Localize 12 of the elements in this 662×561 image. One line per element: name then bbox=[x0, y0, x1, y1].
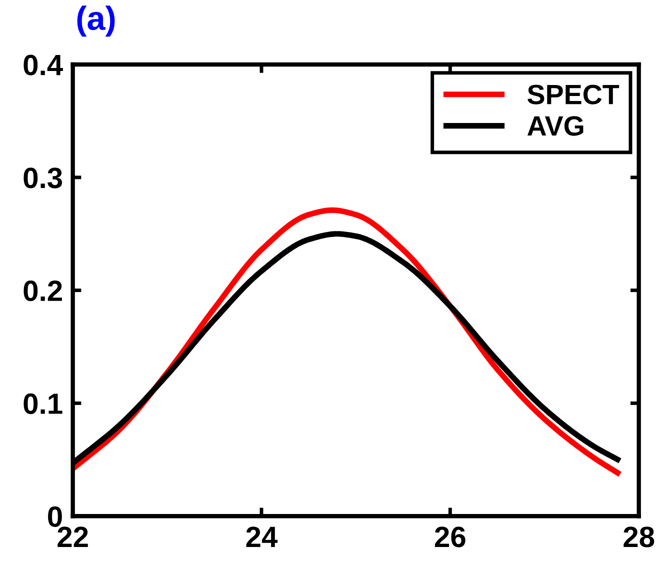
x-tick-label: 28 bbox=[624, 526, 654, 548]
y-tick-label: 0.1 bbox=[24, 393, 62, 414]
legend-label: SPECT bbox=[528, 84, 620, 104]
y-tick-label: 0.2 bbox=[24, 280, 62, 302]
y-tick-label: 0.4 bbox=[24, 54, 63, 76]
y-tick-label: 0 bbox=[48, 506, 62, 527]
legend-label: AVG bbox=[527, 116, 584, 136]
x-tick-label: 26 bbox=[434, 526, 466, 548]
x-tick-label: 22 bbox=[58, 526, 88, 547]
y-tick-label: 0.3 bbox=[24, 168, 62, 188]
x-tick-label: 24 bbox=[246, 526, 278, 547]
chart-title: (a) bbox=[77, 6, 115, 37]
